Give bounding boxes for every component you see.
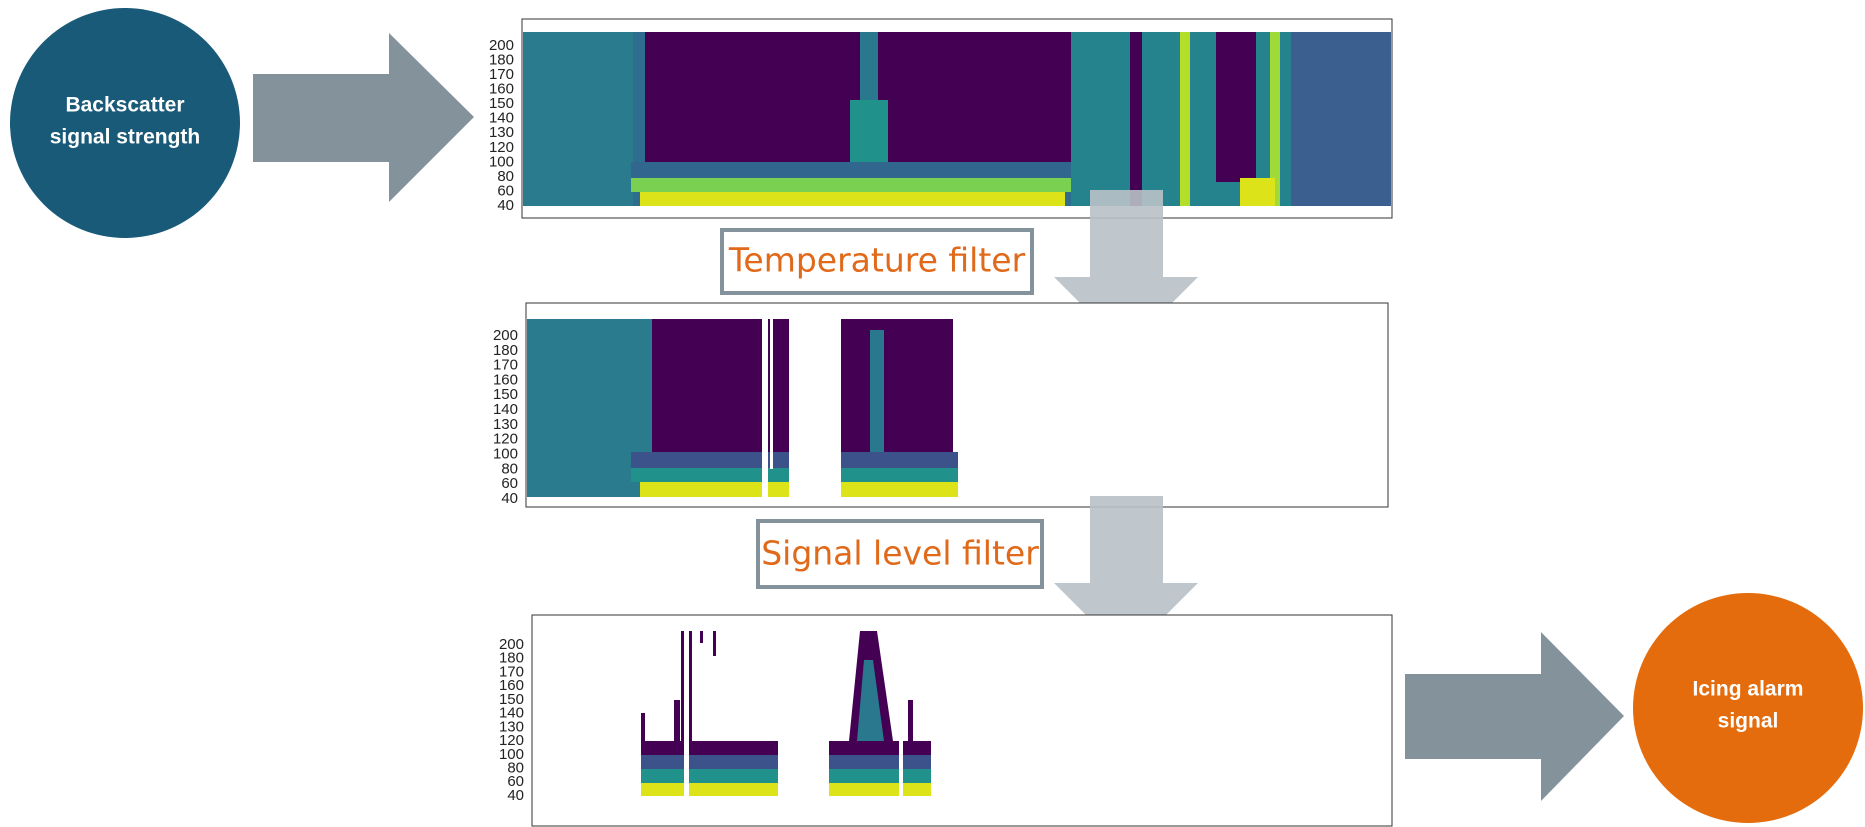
filter-box (720, 228, 1034, 295)
filter-label: Signal level filter (761, 534, 1039, 573)
y-tick-label: 80 (501, 460, 518, 477)
output-label: signal (1718, 710, 1779, 733)
y-tick-label: 170 (493, 357, 518, 374)
y-tick-label: 200 (493, 327, 518, 344)
y-tick-label: 160 (499, 677, 524, 694)
y-tick-label: 200 (499, 636, 524, 653)
filter-box (756, 519, 1044, 589)
y-tick-label: 150 (489, 95, 514, 112)
tick-labels: 2001801701601501401301201008060402001801… (489, 37, 524, 804)
y-tick-label: 180 (489, 52, 514, 69)
y-tick-label: 60 (507, 773, 524, 790)
heatmap (527, 319, 958, 497)
y-tick-label: 120 (499, 732, 524, 749)
y-tick-label: 120 (489, 139, 514, 156)
y-tick-label: 100 (489, 153, 514, 170)
y-tick-label: 80 (497, 168, 514, 185)
y-tick-label: 160 (489, 81, 514, 98)
output-label: Icing alarm (1693, 678, 1804, 701)
y-tick-label: 170 (489, 66, 514, 83)
heatmap (523, 32, 1391, 206)
y-tick-label: 130 (499, 718, 524, 735)
y-tick-label: 130 (493, 416, 518, 433)
y-tick-label: 150 (493, 386, 518, 403)
y-tick-label: 100 (499, 746, 524, 763)
y-tick-label: 80 (507, 760, 524, 777)
y-tick-label: 120 (493, 431, 518, 448)
y-tick-label: 130 (489, 124, 514, 141)
output-circle (1633, 593, 1863, 823)
y-tick-label: 40 (497, 197, 514, 214)
y-tick-label: 140 (493, 401, 518, 418)
y-tick-label: 100 (493, 446, 518, 463)
arrow (1405, 632, 1624, 801)
y-tick-label: 140 (499, 705, 524, 722)
input-label: Backscatter (65, 94, 184, 117)
y-tick-label: 60 (501, 475, 518, 492)
input-circle (10, 8, 240, 238)
y-tick-label: 60 (497, 182, 514, 199)
y-tick-label: 160 (493, 371, 518, 388)
input-label: signal strength (50, 126, 201, 149)
y-tick-label: 150 (499, 691, 524, 708)
heatmap (641, 631, 931, 796)
y-tick-label: 40 (507, 787, 524, 804)
y-tick-label: 180 (499, 650, 524, 667)
y-tick-label: 40 (501, 490, 518, 507)
y-tick-label: 180 (493, 342, 518, 359)
y-tick-label: 200 (489, 37, 514, 54)
filter-label: Temperature filter (728, 241, 1026, 280)
y-tick-label: 140 (489, 110, 514, 127)
y-tick-label: 170 (499, 663, 524, 680)
arrow (253, 33, 474, 202)
